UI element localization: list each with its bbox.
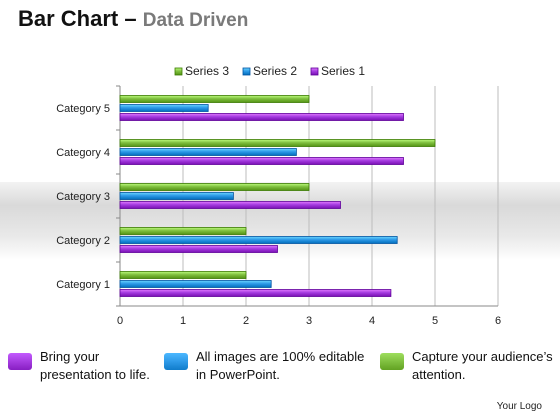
title-sub: Data Driven [142, 10, 249, 31]
bar-series-2-category-2 [119, 236, 398, 244]
legend-swatch [174, 67, 183, 76]
bar-series-2-category-4 [119, 148, 297, 156]
blue-swatch-icon [164, 353, 188, 370]
legend-label: Series 1 [321, 64, 365, 78]
category-label: Category 2 [56, 235, 110, 247]
x-tick-label: 0 [117, 315, 123, 327]
category-label: Category 1 [56, 279, 110, 291]
purple-swatch-icon [8, 353, 32, 370]
bar-series-3-category-5 [119, 95, 310, 103]
x-tick-label: 5 [432, 315, 438, 327]
logo-text: Your Logo [496, 401, 542, 412]
green-swatch-icon [380, 353, 404, 370]
bar-chart: 0 1 2 3 4 5 6 Category 1 Category 2 Category 3 Cat… [56, 64, 501, 327]
footer-text-1: Bring your presentation to life. [40, 349, 150, 382]
footer-item-1: Bring your presentation to life. [8, 348, 150, 384]
bar-series-1-category-1 [119, 289, 392, 297]
bar-series-3-category-2 [119, 227, 247, 235]
bar-series-2-category-3 [119, 192, 234, 200]
legend-swatch [310, 67, 319, 76]
bar-series-3-category-4 [119, 139, 436, 147]
bar-series-1-category-2 [119, 245, 278, 253]
bar-series-1-category-5 [119, 113, 404, 121]
x-tick-label: 4 [369, 315, 375, 327]
bar-series-3-category-1 [119, 271, 247, 279]
category-label: Category 4 [56, 147, 110, 159]
category-label: Category 3 [56, 191, 110, 203]
x-tick-label: 1 [180, 315, 186, 327]
x-tick-label: 6 [495, 315, 501, 327]
footer-text-3: Capture your audience’s attention. [412, 349, 553, 382]
bar-series-2-category-5 [119, 104, 209, 112]
footer-text-2: All images are 100% editable in PowerPoi… [196, 349, 365, 382]
footer-item-2: All images are 100% editable in PowerPoi… [164, 348, 364, 384]
bar-series-2-category-1 [119, 280, 272, 288]
legend-label: Series 2 [253, 64, 297, 78]
legend-label: Series 3 [185, 64, 229, 78]
bar-series-3-category-3 [119, 183, 310, 191]
title-main: Bar Chart [18, 6, 119, 31]
category-label: Category 5 [56, 103, 110, 115]
bar-series-1-category-3 [119, 201, 341, 209]
bar-series-1-category-4 [119, 157, 404, 165]
x-tick-label: 2 [243, 315, 249, 327]
background-band [0, 182, 560, 260]
footer-item-3: Capture your audience’s attention. [380, 348, 553, 384]
legend-swatch [242, 67, 251, 76]
page-title: Bar Chart – Data Driven [18, 6, 248, 32]
title-dash: – [118, 6, 143, 31]
x-tick-label: 3 [306, 315, 312, 327]
